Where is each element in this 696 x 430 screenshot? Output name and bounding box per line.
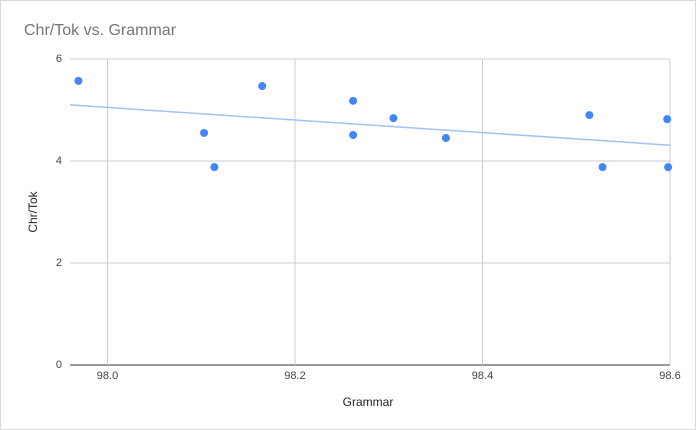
y-tick-label: 0: [56, 359, 62, 371]
data-point: [585, 111, 594, 120]
data-point: [441, 134, 450, 143]
y-tick-label: 4: [56, 155, 62, 167]
x-tick-label: 98.6: [659, 370, 680, 382]
data-point: [200, 128, 209, 137]
data-point: [74, 76, 83, 85]
data-point: [258, 82, 267, 91]
data-point: [349, 96, 358, 105]
data-point: [598, 163, 607, 172]
x-axis-title: Grammar: [343, 395, 394, 409]
x-tick-label: 98.4: [472, 370, 493, 382]
data-point: [210, 163, 219, 172]
data-point: [663, 115, 672, 124]
data-point: [389, 114, 398, 123]
y-axis-title: Chr/Tok: [26, 190, 40, 232]
y-tick-label: 6: [56, 53, 62, 65]
plot-area: 0 2 4 6 98.0 98.2 98.4 98.6: [56, 53, 681, 382]
data-point: [349, 130, 358, 139]
data-point: [664, 163, 673, 172]
x-tick-label: 98.2: [284, 370, 305, 382]
x-tick-label: 98.0: [97, 370, 118, 382]
trendline: [69, 104, 671, 146]
y-tick-label: 2: [56, 257, 62, 269]
chart-title: Chr/Tok vs. Grammar: [24, 22, 177, 39]
